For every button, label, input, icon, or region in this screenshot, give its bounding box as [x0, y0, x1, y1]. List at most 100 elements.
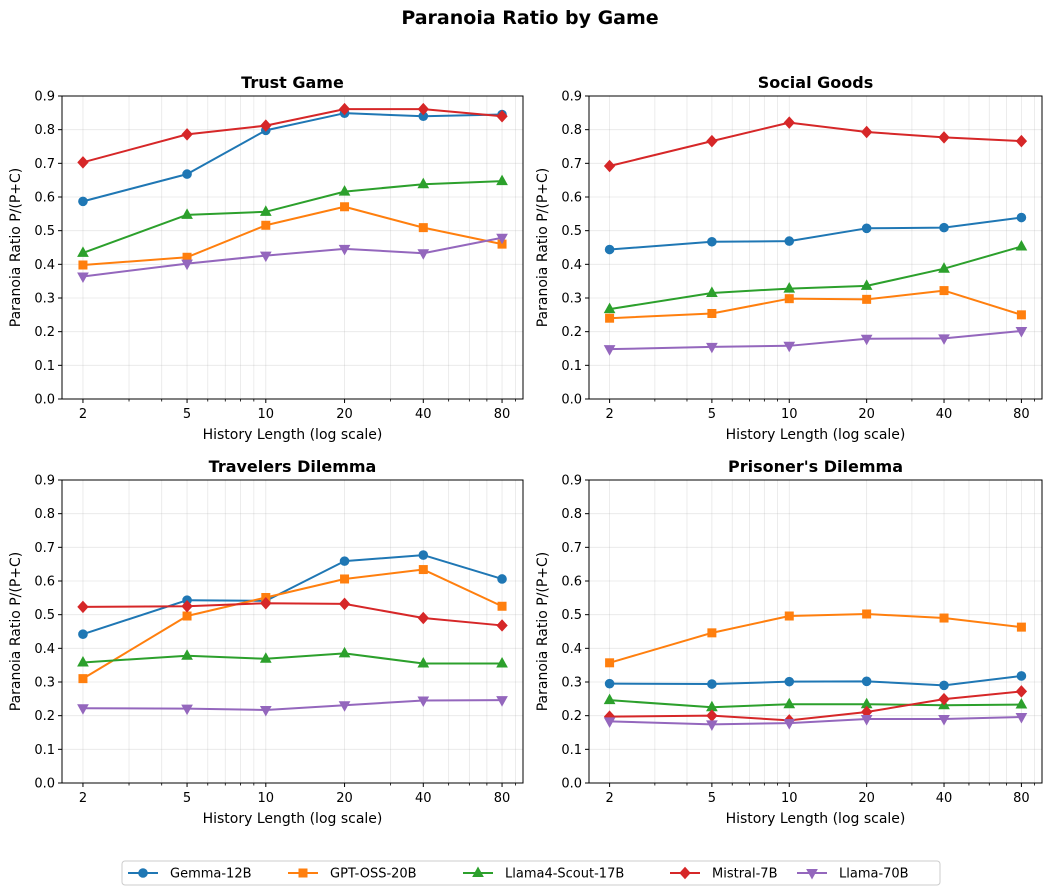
- data-point: [860, 334, 873, 346]
- data-point: [497, 574, 507, 584]
- data-point: [939, 286, 949, 296]
- series-llama-70b: [77, 233, 508, 283]
- x-tick-label: 40: [415, 407, 432, 422]
- data-point: [861, 676, 872, 687]
- series-line: [82, 568, 503, 680]
- y-tick-label: 0.0: [34, 393, 55, 408]
- x-tick-label: 80: [494, 407, 511, 422]
- series-llama4-scout-17b: [77, 646, 508, 668]
- data-point: [181, 128, 193, 141]
- series-mistral-7b: [77, 102, 508, 169]
- data-point: [783, 719, 796, 730]
- x-tick-label: 5: [708, 407, 716, 422]
- data-point: [260, 119, 272, 132]
- data-point: [496, 656, 508, 668]
- series-llama-70b: [603, 326, 1028, 356]
- data-point: [862, 294, 872, 304]
- y-tick-label: 0.2: [561, 709, 582, 724]
- legend-marker: [138, 868, 148, 878]
- x-tick-label: 10: [258, 407, 275, 422]
- data-point: [496, 696, 508, 707]
- subplot-prisoner-s-dilemma: 0.0 0.1 0.2 0.3 0.4 0.5 0.6 0.7 0.8 0.9 2 5 10 20 40 80…: [535, 457, 1043, 827]
- x-tick-label: 2: [79, 791, 87, 806]
- data-point: [603, 717, 616, 728]
- y-tick-label: 0.3: [34, 292, 55, 307]
- series-gemma-12b: [604, 671, 1027, 691]
- y-tick-label: 0.4: [34, 642, 55, 657]
- data-point: [706, 342, 718, 354]
- series-line: [82, 180, 503, 254]
- data-point: [784, 611, 794, 621]
- series-llama4-scout-17b: [77, 174, 508, 257]
- x-tick-label: 5: [183, 407, 191, 422]
- y-tick-label: 0.9: [561, 474, 582, 489]
- data-point: [784, 236, 795, 246]
- data-point: [418, 223, 428, 233]
- data-point: [605, 313, 615, 323]
- y-tick-label: 0.9: [34, 90, 55, 105]
- series-llama4-scout-17b: [603, 693, 1028, 712]
- y-tick-label: 0.8: [561, 123, 582, 138]
- axes-frame: [61, 95, 524, 400]
- y-tick-label: 0.1: [561, 743, 582, 758]
- data-point: [939, 680, 949, 691]
- data-point: [604, 678, 615, 689]
- y-axis-label: Paranoia Ratio P/(P+C): [8, 168, 24, 328]
- data-point: [1015, 698, 1028, 709]
- y-tick-label: 0.0: [34, 777, 55, 792]
- data-point: [860, 715, 873, 726]
- data-point: [783, 341, 796, 353]
- series-line: [82, 108, 503, 164]
- data-point: [706, 134, 718, 148]
- data-point: [417, 102, 429, 116]
- series-llama-70b: [603, 713, 1028, 731]
- data-point: [77, 246, 89, 257]
- y-tick-label: 0.7: [34, 541, 55, 556]
- legend-marker: [806, 869, 818, 880]
- x-tick-label: 40: [936, 407, 953, 422]
- data-point: [78, 260, 88, 270]
- series-gemma-12b: [604, 212, 1027, 255]
- axes-frame: [61, 479, 524, 784]
- axes-frame: [588, 479, 1043, 784]
- data-point: [418, 565, 428, 575]
- data-point: [938, 692, 950, 706]
- series-llama4-scout-17b: [603, 239, 1028, 314]
- data-point: [260, 596, 272, 610]
- legend-label: Mistral-7B: [712, 867, 778, 882]
- series-gpt-oss-20b: [605, 609, 1026, 668]
- data-point: [939, 613, 949, 623]
- data-point: [1015, 239, 1028, 251]
- data-point: [417, 611, 429, 625]
- y-tick-label: 0.7: [561, 157, 582, 172]
- y-tick-label: 0.9: [561, 90, 582, 105]
- y-tick-label: 0.8: [561, 507, 582, 522]
- data-point: [181, 704, 193, 716]
- x-axis-label: History Length (log scale): [203, 427, 383, 443]
- data-point: [1016, 671, 1027, 681]
- data-point: [77, 704, 89, 715]
- data-point: [77, 156, 89, 169]
- data-point: [181, 208, 193, 219]
- legend-label: GPT-OSS-20B: [330, 867, 417, 882]
- data-point: [1015, 713, 1028, 724]
- y-tick-label: 0.0: [561, 777, 582, 792]
- data-point: [939, 222, 949, 233]
- subplots: 0.0 0.1 0.2 0.3 0.4 0.5 0.6 0.7 0.8 0.9 2 5 10 20 40 80…: [8, 73, 1043, 827]
- data-point: [603, 693, 616, 705]
- data-point: [181, 649, 193, 660]
- data-point: [603, 159, 616, 173]
- subplot-title: Trust Game: [241, 73, 344, 92]
- series-line: [82, 205, 503, 267]
- series-llama-70b: [77, 696, 508, 717]
- data-point: [496, 233, 508, 245]
- legend-entry-gemma-12b: Gemma-12B: [128, 867, 252, 882]
- data-point: [604, 244, 615, 255]
- series-line: [609, 245, 1022, 311]
- y-tick-label: 0.4: [34, 258, 55, 273]
- series-line: [82, 236, 503, 278]
- data-point: [259, 205, 272, 216]
- x-tick-label: 20: [858, 791, 875, 806]
